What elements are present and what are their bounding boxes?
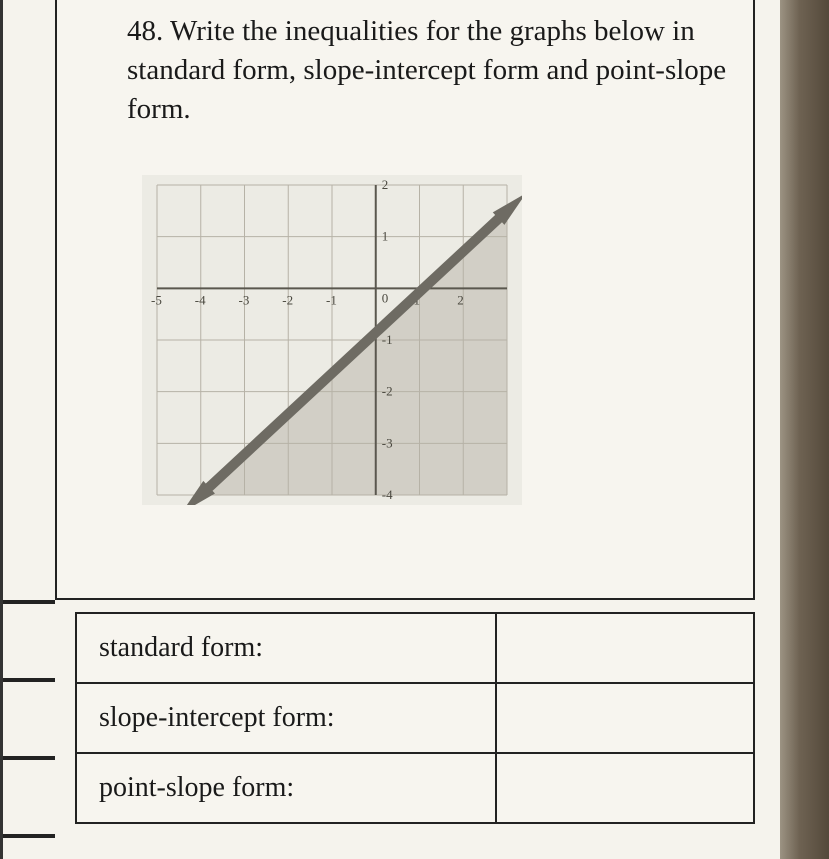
row-label-point-slope: point-slope form: [77,754,497,822]
table-row: point-slope form: [77,754,753,822]
row-label-slope-intercept: slope-intercept form: [77,684,497,752]
svg-text:-4: -4 [382,487,393,502]
graph-svg: -5-4-3-2-101212-1-2-3-4 [142,175,522,505]
question-cell: 48. Write the inequalities for the graph… [55,0,755,600]
svg-text:2: 2 [382,177,389,192]
svg-text:-1: -1 [326,292,337,307]
svg-text:2: 2 [457,292,464,307]
answer-table: standard form: slope-intercept form: poi… [75,612,755,824]
table-row: slope-intercept form: [77,684,753,754]
row-value-slope-intercept[interactable] [497,684,753,752]
table-row: standard form: [77,614,753,684]
row-label-standard: standard form: [77,614,497,682]
svg-text:-2: -2 [382,384,393,399]
svg-text:1: 1 [382,229,389,244]
svg-text:0: 0 [382,290,389,305]
svg-text:-3: -3 [239,292,250,307]
book-binding-edge [780,0,829,859]
row-value-standard[interactable] [497,614,753,682]
svg-text:-2: -2 [282,292,293,307]
row-value-point-slope[interactable] [497,754,753,822]
svg-text:-5: -5 [151,292,162,307]
question-body: Write the inequalities for the graphs be… [127,15,726,125]
worksheet-page: 48. Write the inequalities for the graph… [0,0,780,859]
inequality-graph: -5-4-3-2-101212-1-2-3-4 [142,175,522,505]
svg-text:-1: -1 [382,332,393,347]
left-border-stubs [3,0,55,859]
svg-text:-3: -3 [382,435,393,450]
question-number: 48. [127,15,163,47]
question-text: 48. Write the inequalities for the graph… [127,12,787,129]
svg-text:-4: -4 [195,292,206,307]
